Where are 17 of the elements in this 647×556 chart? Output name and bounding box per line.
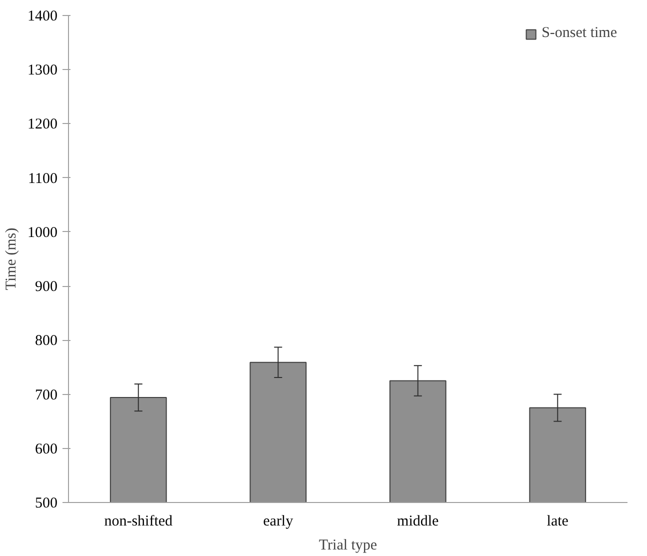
y-tick-label: 700 <box>35 387 58 404</box>
y-tick-label: 1300 <box>28 62 58 79</box>
x-tick-label: non-shifted <box>104 514 174 530</box>
y-tick-label: 500 <box>35 496 58 512</box>
y-tick-label: 1400 <box>28 8 58 24</box>
y-tick-label: 600 <box>35 441 58 458</box>
y-tick-label: 1000 <box>28 224 58 241</box>
x-tick-label: middle <box>397 514 440 530</box>
legend-label: S-onset time <box>542 25 617 42</box>
x-axis-title: Trial type <box>318 538 378 554</box>
y-axis-title: Time (ms) <box>4 228 20 290</box>
y-tick-label: 1200 <box>28 116 58 133</box>
x-tick-label: early <box>263 514 294 530</box>
y-tick-label: 800 <box>35 333 58 350</box>
y-tick-label: 900 <box>35 279 58 296</box>
y-tick-label: 1100 <box>28 170 58 187</box>
x-tick-label: late <box>546 514 569 530</box>
